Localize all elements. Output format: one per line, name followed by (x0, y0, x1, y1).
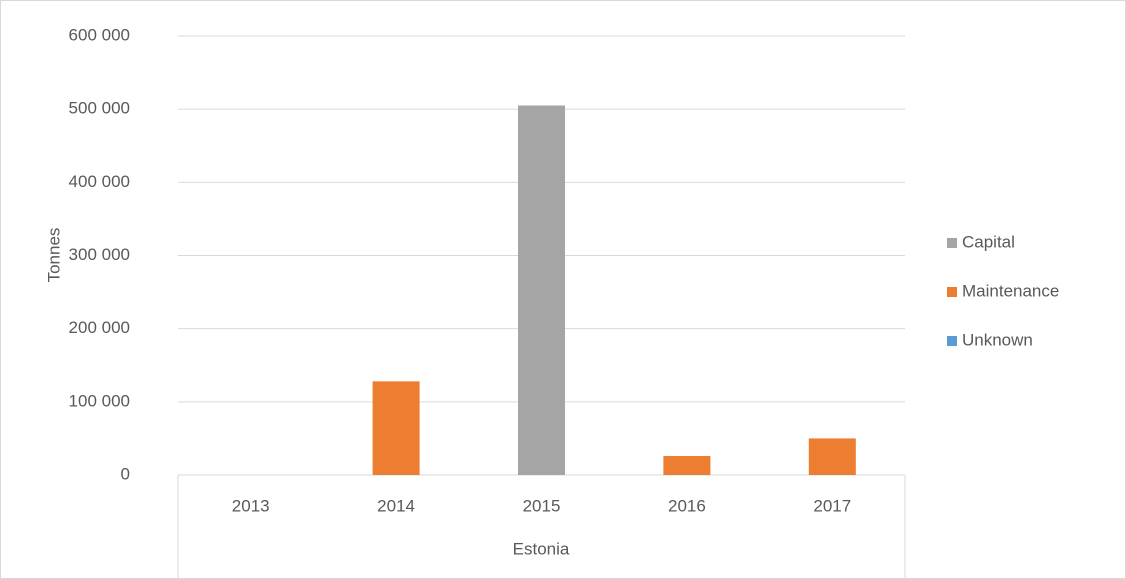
legend-label: Maintenance (962, 281, 1059, 300)
legend-label: Unknown (962, 330, 1033, 349)
x-tick-label: 2017 (813, 496, 851, 515)
x-tick-label: 2015 (523, 496, 561, 515)
x-tick-label: 2016 (668, 496, 706, 515)
group-label: Estonia (513, 539, 570, 558)
legend-swatch (947, 287, 957, 297)
y-tick-label: 300 000 (69, 245, 130, 264)
x-tick-label: 2014 (377, 496, 415, 515)
y-tick-label: 100 000 (69, 391, 130, 410)
y-tick-label: 0 (121, 464, 130, 483)
legend-swatch (947, 238, 957, 248)
legend-label: Capital (962, 232, 1015, 251)
bar (808, 438, 856, 475)
y-tick-label: 600 000 (69, 25, 130, 44)
y-tick-label: 400 000 (69, 172, 130, 191)
legend-swatch (947, 336, 957, 346)
x-tick-label: 2013 (232, 496, 270, 515)
y-axis-title: Tonnes (44, 228, 63, 283)
y-tick-label: 200 000 (69, 318, 130, 337)
y-tick-label: 500 000 (69, 99, 130, 118)
bar (372, 381, 420, 475)
bar (518, 105, 565, 475)
bar (663, 455, 711, 475)
